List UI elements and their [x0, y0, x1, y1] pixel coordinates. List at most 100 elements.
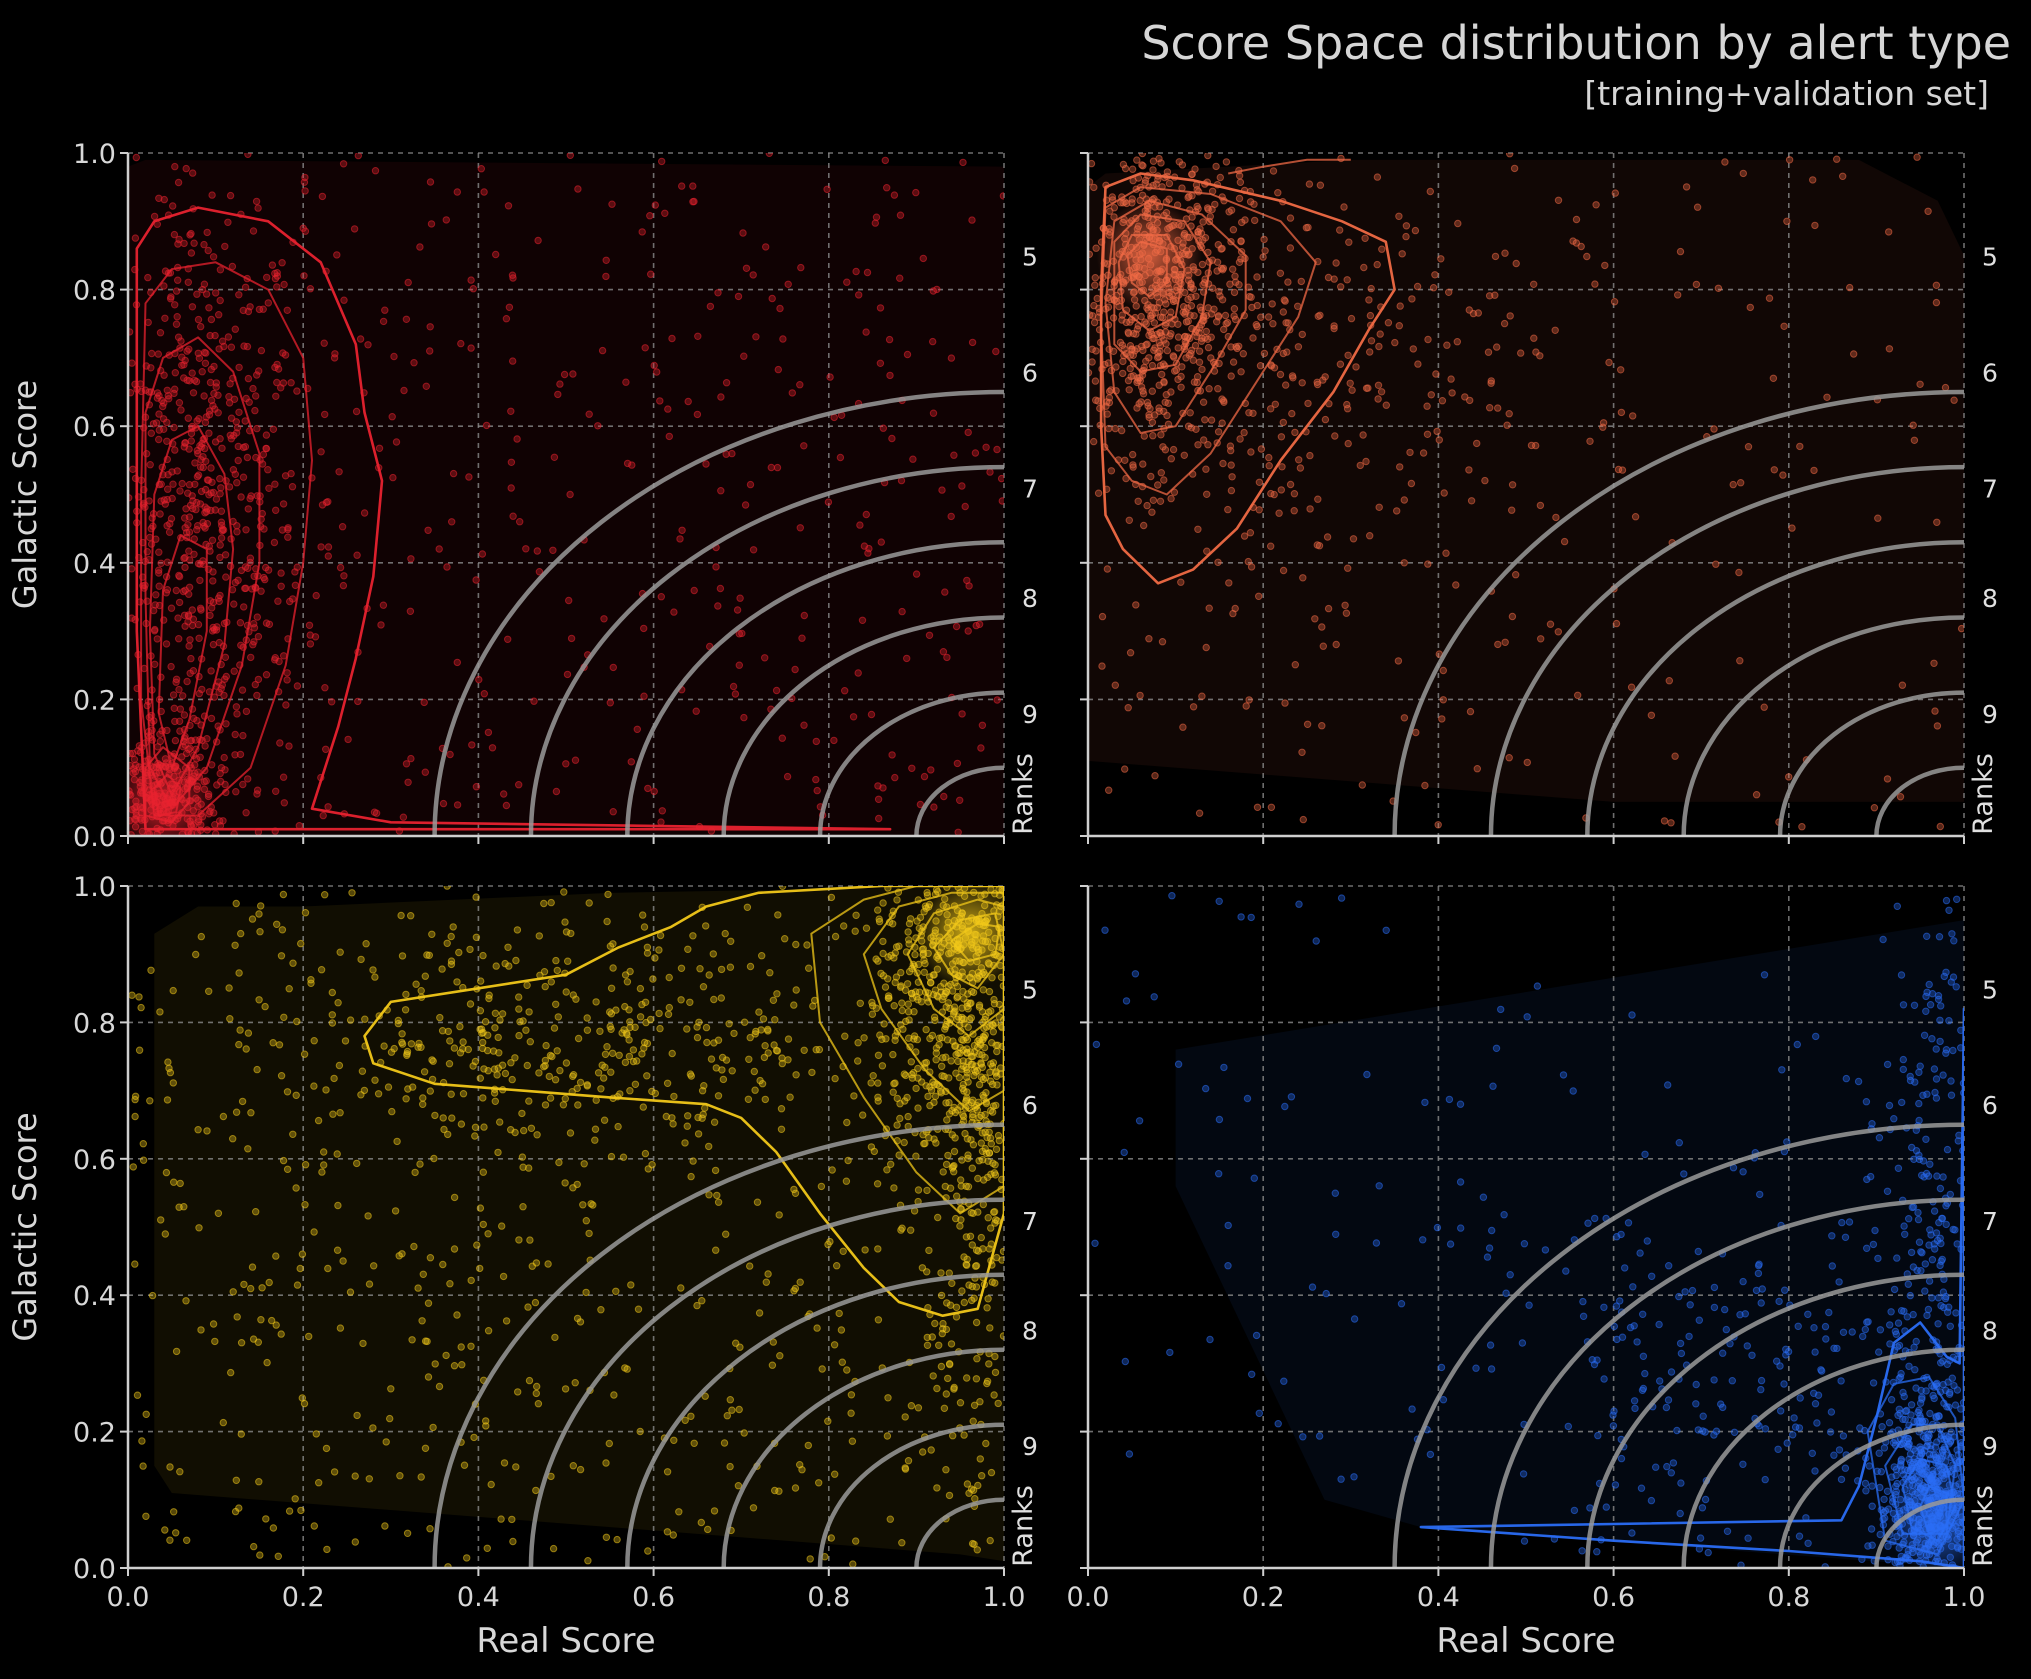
data-point: [1838, 1218, 1846, 1227]
data-point: [233, 1313, 241, 1321]
data-point: [501, 959, 509, 968]
data-point: [619, 1153, 628, 1161]
data-point: [1719, 1349, 1727, 1357]
data-point: [711, 1166, 720, 1175]
data-point: [569, 1072, 577, 1081]
data-point: [1902, 1406, 1911, 1415]
data-point: [419, 1094, 427, 1102]
data-point: [362, 940, 370, 948]
data-point: [1859, 1332, 1867, 1341]
data-point: [155, 426, 164, 434]
data-point: [774, 365, 782, 374]
data-point: [1346, 379, 1354, 387]
data-point: [1148, 508, 1156, 516]
data-point: [1286, 214, 1295, 222]
data-point: [831, 1074, 839, 1083]
data-point: [1877, 1468, 1886, 1476]
data-point: [175, 635, 183, 643]
data-point: [522, 1026, 530, 1034]
data-point: [480, 690, 488, 698]
data-point: [540, 899, 548, 908]
data-point: [1260, 349, 1269, 358]
data-point: [512, 956, 520, 965]
data-point: [155, 582, 163, 590]
data-point: [1366, 348, 1374, 356]
data-point: [504, 943, 512, 951]
data-point: [240, 603, 248, 611]
data-point: [891, 949, 899, 957]
data-point: [476, 1204, 485, 1212]
data-point: [237, 641, 245, 649]
data-point: [755, 1309, 764, 1317]
data-point: [255, 367, 263, 375]
data-point: [240, 342, 248, 350]
data-point: [157, 1216, 165, 1224]
data-point: [317, 966, 326, 974]
data-point: [791, 1484, 800, 1492]
data-point: [174, 178, 183, 187]
data-point: [409, 1083, 417, 1091]
data-point: [717, 393, 725, 401]
data-point: [1133, 404, 1141, 412]
data-point: [1188, 170, 1196, 178]
data-point: [844, 1156, 852, 1165]
data-point: [663, 1528, 672, 1536]
data-point: [888, 434, 896, 443]
data-point: [520, 1126, 528, 1135]
data-point: [377, 621, 385, 629]
data-point: [1222, 320, 1230, 328]
data-point: [623, 1365, 631, 1373]
data-point: [883, 184, 891, 192]
data-point: [966, 1232, 975, 1241]
data-point: [1696, 1534, 1705, 1542]
data-point: [456, 1049, 465, 1057]
data-point: [1825, 1308, 1833, 1317]
hull-region: [1175, 920, 1964, 1568]
data-point: [264, 299, 272, 307]
data-point: [1869, 1379, 1878, 1387]
data-point: [979, 1091, 987, 1099]
data-point: [968, 1164, 976, 1172]
data-point: [972, 1318, 981, 1327]
data-point: [278, 926, 287, 934]
data-point: [320, 339, 328, 347]
data-point: [255, 910, 263, 918]
data-point: [946, 1301, 955, 1309]
data-point: [1502, 1289, 1510, 1297]
data-point: [647, 270, 655, 278]
data-point: [551, 1333, 559, 1342]
data-point: [1789, 1431, 1797, 1439]
data-point: [651, 201, 659, 209]
data-point: [200, 348, 209, 357]
data-point: [411, 1168, 419, 1177]
data-point: [1139, 346, 1147, 355]
data-point: [944, 1151, 952, 1160]
data-point: [358, 1067, 367, 1075]
ranks-axis-label: Ranks: [1008, 753, 1039, 835]
data-point: [1923, 932, 1931, 940]
data-point: [1940, 1303, 1948, 1312]
data-point: [722, 379, 731, 387]
data-point: [1591, 1214, 1599, 1223]
data-point: [1319, 642, 1328, 650]
data-point: [1366, 311, 1375, 320]
data-point: [678, 182, 686, 190]
data-point: [1915, 1238, 1924, 1246]
data-point: [237, 566, 246, 575]
data-point: [1465, 306, 1474, 314]
data-point: [1227, 486, 1236, 495]
data-point: [602, 1459, 610, 1467]
y-tick-label: 1.0: [73, 139, 116, 170]
data-point: [1167, 330, 1175, 338]
data-point: [734, 292, 743, 301]
data-point: [388, 1107, 396, 1116]
data-point: [176, 487, 184, 495]
data-point: [185, 345, 193, 353]
data-point: [1822, 1335, 1830, 1343]
data-point: [669, 1120, 677, 1128]
data-point: [623, 459, 632, 468]
data-point: [1438, 715, 1446, 723]
data-point: [396, 1472, 404, 1480]
data-point: [253, 691, 261, 700]
data-point: [1932, 1045, 1940, 1053]
